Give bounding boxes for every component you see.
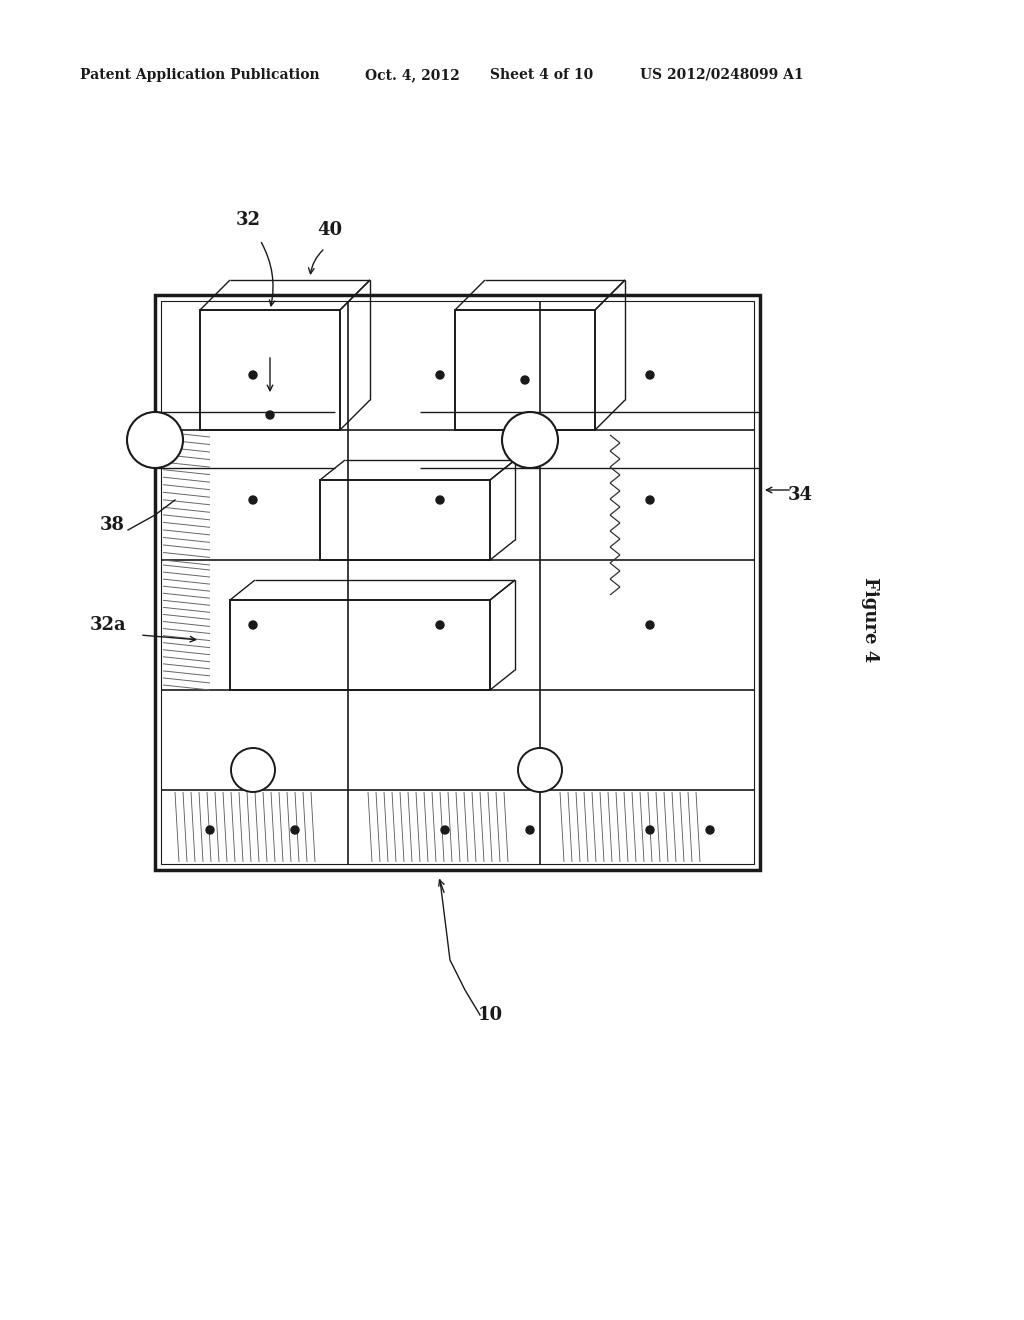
Circle shape	[249, 620, 257, 630]
Circle shape	[646, 826, 654, 834]
Text: 10: 10	[477, 1006, 503, 1024]
Circle shape	[249, 496, 257, 504]
Bar	[319, 480, 490, 560]
Text: US 2012/0248099 A1: US 2012/0248099 A1	[640, 69, 804, 82]
Text: Oct. 4, 2012: Oct. 4, 2012	[365, 69, 460, 82]
Circle shape	[436, 496, 444, 504]
Circle shape	[646, 620, 654, 630]
Text: 40: 40	[317, 220, 343, 239]
Circle shape	[526, 826, 534, 834]
Bar	[455, 310, 595, 430]
Circle shape	[646, 371, 654, 379]
Circle shape	[521, 376, 529, 384]
Circle shape	[231, 748, 275, 792]
Bar	[230, 601, 490, 690]
Text: Patent Application Publication: Patent Application Publication	[80, 69, 319, 82]
Bar	[200, 310, 340, 430]
Circle shape	[291, 826, 299, 834]
Text: 32: 32	[236, 211, 260, 228]
Text: 34: 34	[787, 486, 812, 504]
Text: 32a: 32a	[90, 616, 126, 634]
Circle shape	[206, 826, 214, 834]
Text: Sheet 4 of 10: Sheet 4 of 10	[490, 69, 593, 82]
Circle shape	[436, 371, 444, 379]
Circle shape	[436, 620, 444, 630]
Circle shape	[441, 826, 449, 834]
Circle shape	[706, 826, 714, 834]
Bar	[155, 294, 760, 870]
Circle shape	[518, 748, 562, 792]
Circle shape	[646, 496, 654, 504]
Circle shape	[127, 412, 183, 469]
Text: Figure 4: Figure 4	[861, 577, 879, 663]
Circle shape	[502, 412, 558, 469]
Bar	[161, 301, 754, 865]
Text: 38: 38	[99, 516, 125, 535]
Circle shape	[266, 411, 274, 418]
Circle shape	[249, 371, 257, 379]
